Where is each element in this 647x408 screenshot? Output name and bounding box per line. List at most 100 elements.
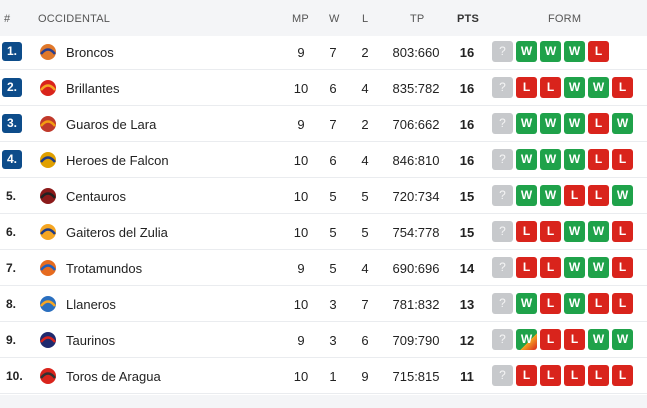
- form-result-chip[interactable]: W: [612, 329, 633, 350]
- table-row[interactable]: 8. Llaneros 10 3 7 781:832 13? W L W L L: [0, 286, 647, 322]
- team-name[interactable]: Heroes de Falcon: [66, 153, 169, 168]
- team-name[interactable]: Llaneros: [66, 297, 116, 312]
- form-result-chip[interactable]: W: [564, 257, 585, 278]
- table-row[interactable]: 6. Gaiteros del Zulia 10 5 5 754:778 15? L L W W L: [0, 214, 647, 250]
- form-result-chip[interactable]: L: [612, 365, 633, 386]
- team-name[interactable]: Brillantes: [66, 81, 120, 96]
- form-result-chip[interactable]: L: [516, 365, 537, 386]
- table-row[interactable]: 3. Guaros de Lara 9 7 2 706:662 16? W W W L W: [0, 106, 647, 142]
- next-match-chip[interactable]: ?: [492, 149, 513, 170]
- form-result-chip[interactable]: W: [516, 185, 537, 206]
- stat-mp: 9: [297, 333, 305, 348]
- form-result-chip[interactable]: L: [516, 221, 537, 242]
- table-row[interactable]: 7. Trotamundos 9 5 4 690:696 14? L L W W L: [0, 250, 647, 286]
- form-result-chip[interactable]: W: [564, 221, 585, 242]
- form-result-chip[interactable]: L: [516, 257, 537, 278]
- form-result-chip[interactable]: L: [588, 113, 609, 134]
- team-logo-icon: [37, 257, 59, 279]
- form-result-chip[interactable]: W: [564, 41, 585, 62]
- stat-pts: 12: [459, 333, 475, 348]
- team-name[interactable]: Centauros: [66, 189, 126, 204]
- form-result-chip[interactable]: L: [612, 293, 633, 314]
- form-result-chip[interactable]: L: [612, 257, 633, 278]
- form-result-chip[interactable]: L: [612, 77, 633, 98]
- next-match-chip[interactable]: ?: [492, 77, 513, 98]
- table-row[interactable]: 1. Broncos 9 7 2 803:660 16? W W W L: [0, 34, 647, 70]
- next-match-chip[interactable]: ?: [492, 221, 513, 242]
- form-result-chip[interactable]: L: [516, 77, 537, 98]
- form-result-chip[interactable]: L: [588, 185, 609, 206]
- stat-w: 5: [329, 189, 337, 204]
- next-match-chip[interactable]: ?: [492, 365, 513, 386]
- table-row[interactable]: 4. Heroes de Falcon 10 6 4 846:810 16? W W W L L: [0, 142, 647, 178]
- form-result-chip[interactable]: L: [612, 221, 633, 242]
- team-logo-icon: [37, 113, 59, 135]
- rank-badge: 1.: [2, 42, 22, 61]
- form-result-chip[interactable]: W: [540, 113, 561, 134]
- form-result-chip[interactable]: L: [588, 293, 609, 314]
- header-pts: PTS: [457, 13, 479, 25]
- form-result-chip[interactable]: L: [588, 41, 609, 62]
- next-match-chip[interactable]: ?: [492, 185, 513, 206]
- form-result-chip[interactable]: L: [540, 329, 561, 350]
- form-result-chip[interactable]: W: [516, 41, 537, 62]
- form-result-chip[interactable]: W: [516, 329, 537, 350]
- stat-w: 5: [329, 261, 337, 276]
- form-result-chip[interactable]: W: [564, 149, 585, 170]
- next-match-chip[interactable]: ?: [492, 113, 513, 134]
- form-result-chip[interactable]: W: [588, 221, 609, 242]
- form-result-chip[interactable]: W: [612, 185, 633, 206]
- form-result-chip[interactable]: W: [612, 113, 633, 134]
- team-name[interactable]: Toros de Aragua: [66, 369, 161, 384]
- form-result-chip[interactable]: L: [564, 365, 585, 386]
- form-result-chip[interactable]: L: [540, 77, 561, 98]
- form-result-chip[interactable]: L: [564, 185, 585, 206]
- team-name[interactable]: Guaros de Lara: [66, 117, 157, 132]
- stat-tp: 846:810: [392, 153, 440, 168]
- form-result-chip[interactable]: W: [588, 77, 609, 98]
- team-name[interactable]: Broncos: [66, 45, 114, 60]
- form-result-chip[interactable]: L: [540, 221, 561, 242]
- form-result-chip[interactable]: L: [540, 293, 561, 314]
- form-result-chip[interactable]: L: [612, 149, 633, 170]
- next-match-chip[interactable]: ?: [492, 329, 513, 350]
- form-result-chip[interactable]: W: [588, 257, 609, 278]
- team-name[interactable]: Trotamundos: [66, 261, 143, 276]
- form-result-chip[interactable]: L: [564, 329, 585, 350]
- header-group: OCCIDENTAL: [38, 13, 111, 25]
- team-name[interactable]: Taurinos: [66, 333, 116, 348]
- stat-w: 1: [329, 369, 337, 384]
- rank-badge: 9.: [6, 333, 17, 347]
- form-result-chip[interactable]: W: [540, 41, 561, 62]
- form-result-chip[interactable]: L: [540, 257, 561, 278]
- next-match-chip[interactable]: ?: [492, 257, 513, 278]
- rank-badge: 2.: [2, 78, 22, 97]
- form-result-chip[interactable]: W: [564, 293, 585, 314]
- form-result-chip[interactable]: W: [564, 77, 585, 98]
- stat-mp: 10: [293, 225, 309, 240]
- table-row[interactable]: 9. Taurinos 9 3 6 709:790 12? W L L W W: [0, 322, 647, 358]
- team-name[interactable]: Gaiteros del Zulia: [66, 225, 168, 240]
- form-result-chip[interactable]: L: [588, 149, 609, 170]
- form-result-chip[interactable]: L: [540, 365, 561, 386]
- form-result-chip[interactable]: W: [588, 329, 609, 350]
- form-result-chip[interactable]: W: [540, 185, 561, 206]
- stat-w: 7: [329, 117, 337, 132]
- form-result-chip[interactable]: W: [516, 293, 537, 314]
- rank-badge: 8.: [6, 297, 17, 311]
- table-row[interactable]: 10. Toros de Aragua 10 1 9 715:815 11? L L L L L: [0, 358, 647, 394]
- stat-w: 3: [329, 297, 337, 312]
- header-l: L: [362, 13, 369, 25]
- next-match-chip[interactable]: ?: [492, 41, 513, 62]
- table-row[interactable]: 5. Centauros 10 5 5 720:734 15? W W L L W: [0, 178, 647, 214]
- form-result-chip[interactable]: W: [516, 113, 537, 134]
- form-result-chip[interactable]: W: [564, 113, 585, 134]
- form-result-chip[interactable]: W: [540, 149, 561, 170]
- next-match-chip[interactable]: ?: [492, 293, 513, 314]
- rank-badge: 10.: [6, 369, 23, 383]
- table-row[interactable]: 2. Brillantes 10 6 4 835:782 16? L L W W L: [0, 70, 647, 106]
- form-result-chip[interactable]: L: [588, 365, 609, 386]
- form-result-chip[interactable]: W: [516, 149, 537, 170]
- stat-l: 5: [361, 189, 369, 204]
- stat-mp: 9: [297, 117, 305, 132]
